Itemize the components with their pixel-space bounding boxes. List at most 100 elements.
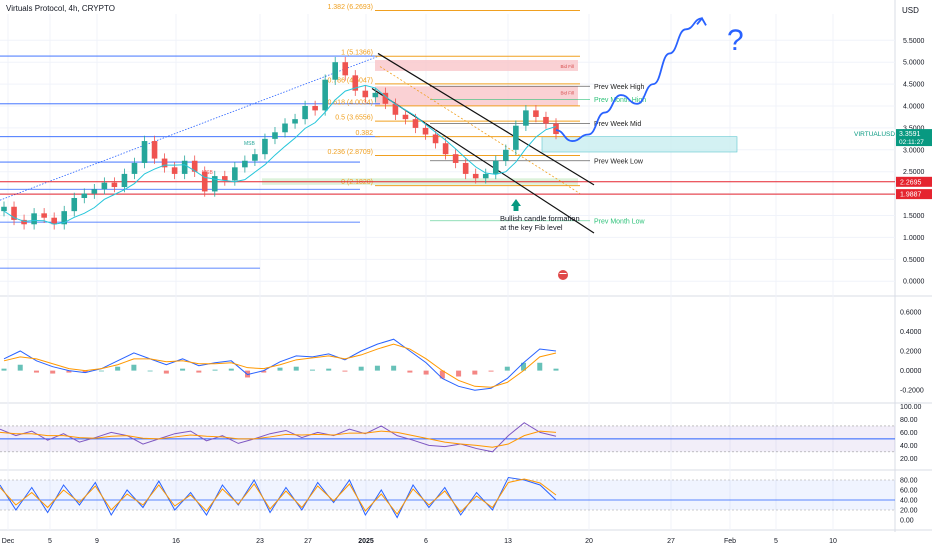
macd-pane[interactable]	[1, 338, 559, 391]
channel-upper[interactable]	[377, 52, 595, 186]
stochastic-pane[interactable]	[0, 476, 895, 519]
candle-body[interactable]	[442, 143, 449, 155]
candle-body[interactable]	[402, 114, 409, 120]
price-y-tick-5: 3.0000	[903, 147, 925, 154]
candle-body[interactable]	[262, 138, 268, 155]
macd-hist-bar	[407, 370, 413, 373]
candle-body[interactable]	[31, 213, 37, 225]
zone-2[interactable]	[541, 136, 738, 153]
rsi-pane[interactable]	[0, 422, 895, 453]
candle-body[interactable]	[312, 106, 318, 111]
candle-body[interactable]	[482, 173, 489, 179]
candle-body[interactable]	[492, 160, 499, 174]
price-tag-0	[896, 176, 932, 187]
candle-body[interactable]	[91, 189, 98, 194]
last-price-tag	[896, 129, 932, 147]
us-flag-icon[interactable]	[558, 270, 568, 280]
price-pane[interactable]: Bid Fill Bid Fill 1.382 (6.2693) 1 (5.1366)…	[0, 4, 895, 280]
channel-mid[interactable]	[379, 66, 581, 194]
candle-body[interactable]	[1, 206, 7, 212]
macd-series-0[interactable]	[3, 338, 557, 391]
candle-body[interactable]	[352, 75, 359, 91]
candle-body[interactable]	[121, 173, 128, 188]
candle-body[interactable]	[111, 182, 118, 188]
rsi-series-1[interactable]	[0, 430, 557, 448]
zone-0[interactable]	[375, 60, 578, 71]
price-y-tick-11: 0.0000	[903, 279, 925, 286]
candle-body[interactable]	[161, 158, 168, 168]
candle-body[interactable]	[11, 206, 17, 220]
candle-body[interactable]	[523, 110, 529, 126]
candle-body[interactable]	[101, 182, 108, 190]
price-y-tick-10: 0.5000	[903, 257, 925, 264]
candle-body[interactable]	[432, 134, 439, 144]
msb-label-1: MSB	[244, 141, 256, 147]
candle-body[interactable]	[71, 198, 78, 212]
candle-body[interactable]	[51, 217, 57, 225]
candle-body[interactable]	[533, 110, 539, 117]
macd-hist-bar	[277, 367, 283, 371]
price-y-tick-8: 1.5000	[903, 213, 925, 220]
candle-body[interactable]	[232, 167, 238, 181]
candle-body[interactable]	[252, 154, 258, 161]
candle-body[interactable]	[41, 213, 47, 218]
grid-layer	[0, 0, 932, 532]
candle-body[interactable]	[292, 119, 298, 124]
candle-body[interactable]	[503, 149, 509, 161]
candle-body[interactable]	[332, 62, 338, 80]
macd-hist-bar	[537, 362, 543, 371]
macd-hist-bar	[488, 370, 494, 372]
candle-body[interactable]	[211, 176, 218, 192]
forecast-path[interactable]	[555, 17, 703, 142]
candle-body[interactable]	[392, 103, 399, 115]
msb-label-2: MSB	[202, 170, 214, 176]
candle-body[interactable]	[151, 141, 158, 159]
candle-body[interactable]	[472, 173, 479, 179]
candle-body[interactable]	[543, 116, 549, 124]
candle-body[interactable]	[21, 219, 27, 225]
candle-body[interactable]	[362, 90, 369, 98]
candle-body[interactable]	[462, 162, 469, 174]
candle-body[interactable]	[513, 125, 519, 150]
candle-body[interactable]	[61, 211, 68, 225]
stoch-y-tick-4: 0.00	[900, 518, 914, 525]
macd-hist-bar	[115, 366, 121, 371]
x-tick-label-8: 13	[504, 538, 512, 545]
candle-body[interactable]	[322, 79, 328, 111]
candle-body[interactable]	[452, 154, 459, 163]
candle-body[interactable]	[191, 160, 198, 172]
macd-hist-bar	[504, 366, 510, 371]
candle-body[interactable]	[342, 62, 349, 76]
candle-body[interactable]	[282, 123, 288, 133]
macd-hist-bar	[456, 370, 462, 377]
candle-body[interactable]	[81, 193, 88, 198]
stoch-y-tick-0: 80.00	[900, 478, 918, 485]
macd-hist-bar	[50, 370, 56, 374]
candle-body[interactable]	[181, 160, 188, 174]
candle-body[interactable]	[141, 141, 148, 163]
candle-body[interactable]	[302, 106, 308, 120]
candle-body[interactable]	[272, 132, 278, 139]
candle-body[interactable]	[242, 160, 248, 168]
candle-body[interactable]	[553, 123, 559, 135]
candle-body[interactable]	[201, 171, 208, 192]
symbol-title: Virtuals Protocol, 4h, CRYPTO	[6, 4, 115, 13]
macd-series-1[interactable]	[3, 343, 557, 388]
macd-hist-bar	[423, 370, 429, 375]
fib-label-0: 1.382 (6.2693)	[327, 4, 373, 11]
stoch-series-1[interactable]	[0, 478, 557, 515]
candle-body[interactable]	[412, 119, 419, 128]
macd-hist-bar	[358, 366, 364, 371]
candle-body[interactable]	[422, 127, 429, 135]
candle-body[interactable]	[372, 92, 379, 98]
zone-1[interactable]	[375, 86, 578, 106]
candle-body[interactable]	[382, 92, 389, 104]
candle-body[interactable]	[131, 162, 138, 174]
macd-hist-bar	[326, 368, 332, 371]
fib-label-1: 1 (5.1366)	[341, 50, 373, 57]
moving-average[interactable]	[3, 84, 557, 225]
candle-body[interactable]	[222, 176, 228, 181]
candle-body[interactable]	[171, 167, 178, 174]
